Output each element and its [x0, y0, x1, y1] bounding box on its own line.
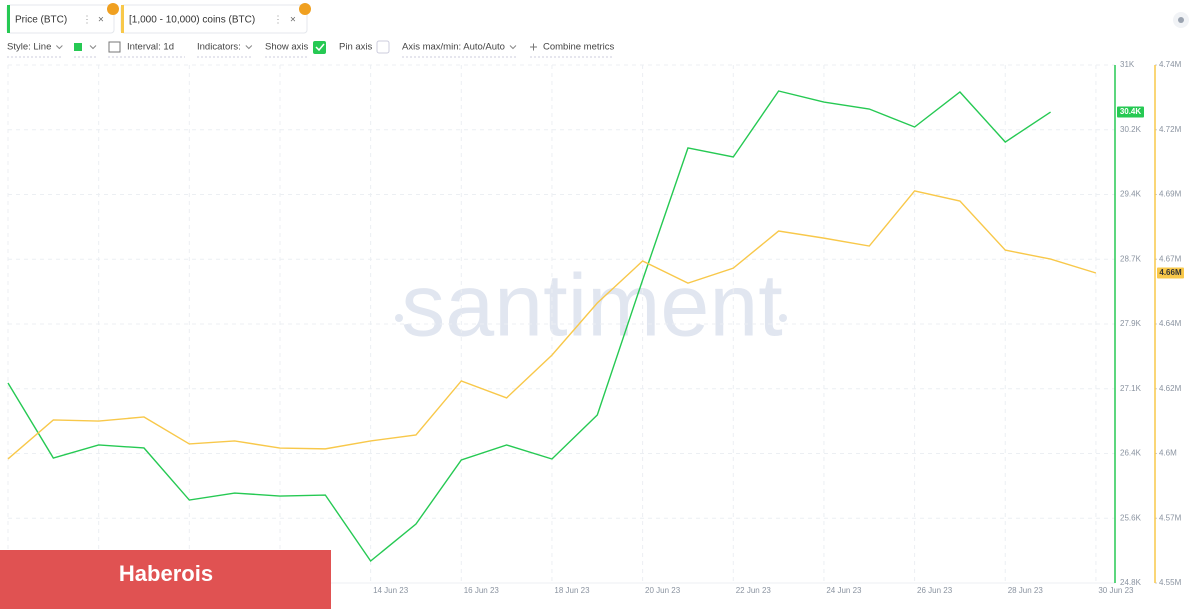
value-label: 30.4K [1120, 107, 1142, 116]
banner [0, 550, 331, 609]
calendar-icon [108, 41, 121, 53]
watermark-dot [395, 314, 403, 322]
y2-tick-label: 4.6M [1159, 449, 1177, 458]
watermark-dot [779, 314, 787, 322]
x-tick-label: 18 Jun 23 [554, 586, 590, 595]
settings-dot [1178, 17, 1184, 23]
color-swatch[interactable] [74, 43, 82, 51]
y2-tick-label: 4.69M [1159, 190, 1182, 199]
toolbar-item[interactable]: Axis max/min: Auto/Auto [402, 42, 505, 53]
coin-icon [299, 3, 311, 15]
y-tick-label: 28.7K [1120, 254, 1142, 263]
caret [89, 45, 97, 50]
y2-tick-label: 4.57M [1159, 513, 1182, 522]
x-tick-label: 14 Jun 23 [373, 586, 409, 595]
value-badge [1157, 267, 1184, 279]
x-tick-label: 16 Jun 23 [464, 586, 500, 595]
check-mark [315, 43, 325, 52]
value-label: 4.66M [1159, 268, 1182, 277]
caret [509, 45, 517, 50]
chip-close[interactable]: × [98, 15, 104, 26]
y-tick-label: 27.9K [1120, 319, 1142, 328]
chip-label: Price (BTC) [15, 15, 67, 26]
toolbar-item[interactable]: Indicators: [197, 42, 241, 53]
y2-tick-label: 4.67M [1159, 254, 1182, 263]
toolbar-item[interactable]: Style: Line [7, 42, 51, 53]
watermark: santiment [395, 255, 787, 354]
y-tick-label: 24.8K [1120, 578, 1142, 587]
coin-icon [107, 3, 119, 15]
y2-tick-label: 4.62M [1159, 384, 1182, 393]
y-tick-label: 30.2K [1120, 125, 1142, 134]
y-tick-label: 25.6K [1120, 513, 1142, 522]
y-tick-label: 29.4K [1120, 190, 1142, 199]
series-line [7, 190, 1097, 460]
watermark-text: santiment [401, 255, 783, 354]
y2-tick-label: 4.74M [1159, 60, 1182, 69]
banner-text: Haberois [119, 561, 213, 586]
y-tick-label: 31K [1120, 60, 1135, 69]
value-badge [1117, 106, 1144, 118]
y2-tick-label: 4.55M [1159, 578, 1182, 587]
caret [245, 45, 253, 50]
chip-accent [7, 5, 10, 33]
chip-close[interactable]: × [290, 15, 296, 26]
caret [56, 45, 63, 50]
x-tick-label: 22 Jun 23 [736, 586, 772, 595]
checkbox-checked[interactable] [313, 41, 326, 54]
x-tick-label: 30 Jun 23 [1098, 586, 1134, 595]
x-tick-label: 20 Jun 23 [645, 586, 681, 595]
chip-accent [121, 5, 124, 33]
chip-menu[interactable]: ⋮ [82, 15, 92, 26]
x-tick-label: 24 Jun 23 [826, 586, 862, 595]
toolbar-item[interactable]: Interval: 1d [127, 42, 174, 53]
x-tick-label: 26 Jun 23 [917, 586, 953, 595]
toolbar-item[interactable]: Pin axis [339, 42, 373, 53]
y2-tick-label: 4.64M [1159, 319, 1182, 328]
plus-icon [530, 43, 537, 51]
x-tick-label: 28 Jun 23 [1008, 586, 1044, 595]
y2-tick-label: 4.72M [1159, 125, 1182, 134]
chip-menu[interactable]: ⋮ [273, 15, 283, 26]
toolbar-item[interactable]: Show axis [265, 42, 309, 53]
chip-label: [1,000 - 10,000) coins (BTC) [129, 15, 255, 26]
checkbox[interactable] [376, 40, 390, 54]
toolbar-item[interactable]: Combine metrics [543, 42, 615, 53]
series-line [7, 90, 1051, 563]
y-tick-label: 26.4K [1120, 449, 1142, 458]
y-tick-label: 27.1K [1120, 384, 1142, 393]
